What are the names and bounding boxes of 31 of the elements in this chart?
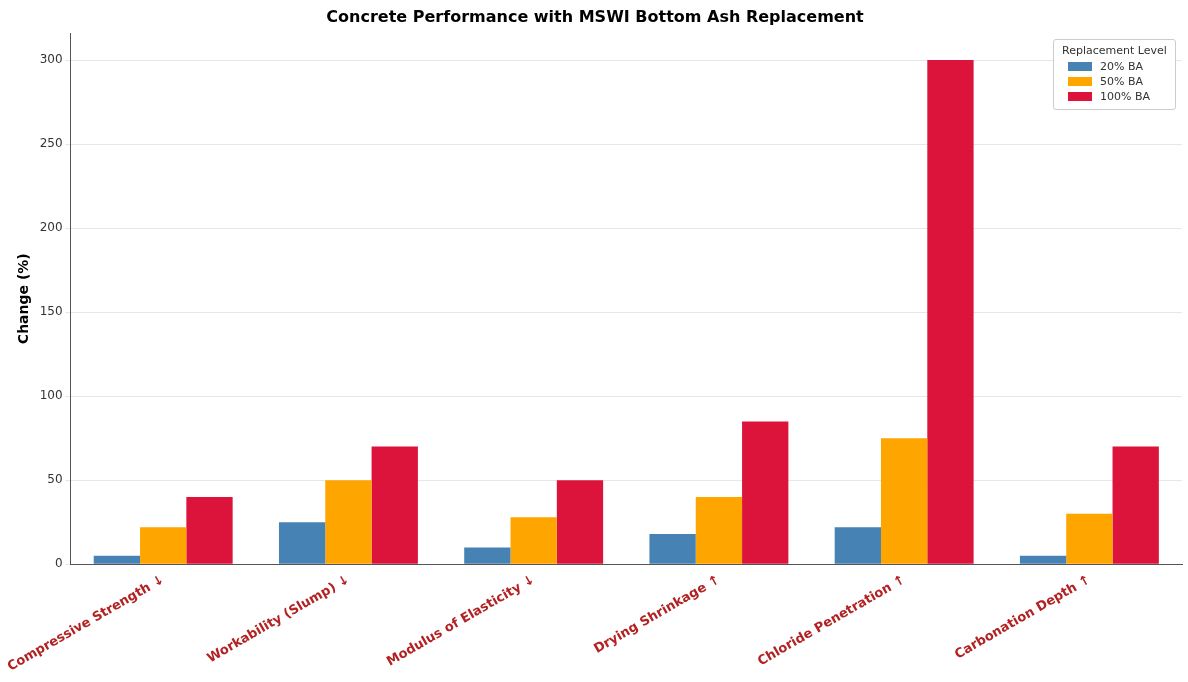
y-tick-label: 250 <box>39 136 63 151</box>
y-axis-title: Change (%) <box>14 253 31 345</box>
bar <box>325 480 372 564</box>
y-tick-label: 100 <box>39 388 63 403</box>
bar <box>278 522 326 564</box>
y-tick-label: 200 <box>39 220 63 235</box>
bar <box>464 547 511 564</box>
bar <box>1019 555 1067 564</box>
bar <box>93 555 141 564</box>
bar <box>880 438 928 564</box>
bar <box>140 527 187 564</box>
bar <box>695 497 743 564</box>
legend-label: 100% BA <box>1100 90 1151 104</box>
bar <box>927 60 974 564</box>
bar <box>742 421 789 564</box>
bar <box>1066 513 1113 564</box>
legend-label: 50% BA <box>1100 75 1144 89</box>
y-tick-label: 300 <box>39 52 63 67</box>
legend-title: Replacement Level <box>1062 44 1167 58</box>
bar <box>556 480 604 564</box>
bar <box>649 533 696 564</box>
bar <box>371 446 418 564</box>
bar <box>834 527 881 564</box>
bar <box>186 497 233 564</box>
chart-title: Concrete Performance with MSWI Bottom Ash Replacement <box>326 6 865 26</box>
bar <box>510 517 557 564</box>
y-tick-label: 150 <box>39 304 63 319</box>
y-tick-label: 50 <box>47 472 63 487</box>
y-tick-label: 0 <box>54 556 63 571</box>
legend-label: 20% BA <box>1100 60 1144 74</box>
bar <box>1112 446 1159 564</box>
